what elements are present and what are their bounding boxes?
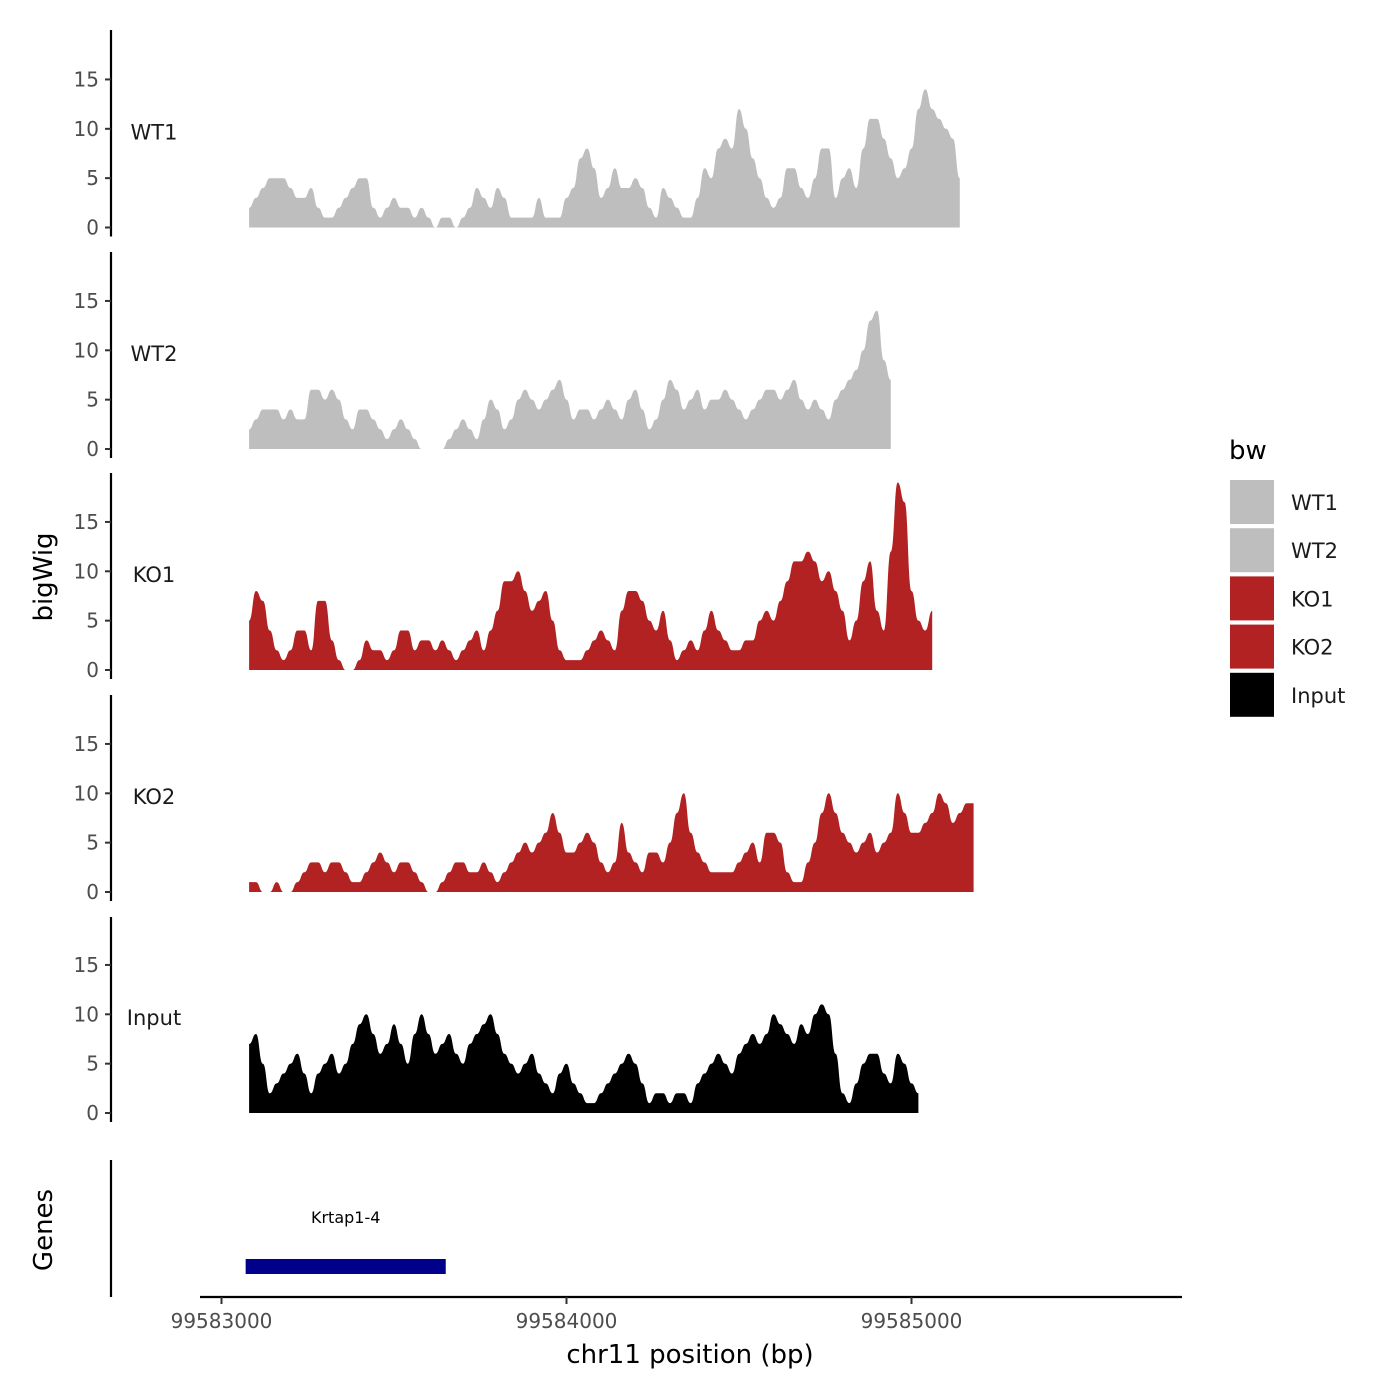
y-tick-label: 0 xyxy=(86,658,99,682)
legend-label: WT2 xyxy=(1291,539,1338,563)
y-tick-label: 5 xyxy=(86,166,99,190)
legend-item-input: Input xyxy=(1230,672,1345,717)
track-wt2: 0 5 10 15 WT2 xyxy=(74,252,891,461)
x-axis: 99583000 99584000 99585000 xyxy=(171,1295,1182,1333)
coverage-area-wt1 xyxy=(249,89,960,228)
genes-track-title: Genes xyxy=(29,1189,59,1271)
y-tick-label: 5 xyxy=(86,831,99,855)
y-tick-label: 15 xyxy=(74,510,99,534)
track-label-wt1: WT1 xyxy=(131,121,178,145)
legend-swatch xyxy=(1230,672,1274,717)
legend: bw WT1 WT2 KO1 KO2 Input xyxy=(1229,436,1345,717)
coverage-area-ko1 xyxy=(249,482,933,670)
gene-name-label: Krtap1-4 xyxy=(311,1208,380,1227)
gene-track: Krtap1-4 xyxy=(109,1160,446,1297)
legend-item-wt2: WT2 xyxy=(1230,528,1338,573)
legend-item-wt1: WT1 xyxy=(1230,480,1338,524)
track-input: 0 5 10 15 Input xyxy=(74,917,919,1125)
legend-item-ko2: KO2 xyxy=(1230,624,1334,669)
y-tick-label: 0 xyxy=(86,880,99,904)
track-label-input: Input xyxy=(127,1006,181,1030)
y-tick-label: 10 xyxy=(74,117,99,141)
coverage-area-wt2 xyxy=(249,310,891,449)
y-tick-label: 10 xyxy=(74,559,99,583)
legend-swatch xyxy=(1230,528,1274,573)
x-tick-label: 99584000 xyxy=(516,1309,618,1333)
legend-label: KO2 xyxy=(1291,636,1334,660)
legend-title: bw xyxy=(1229,436,1267,466)
coverage-area-input xyxy=(249,1004,919,1113)
track-label-ko1: KO1 xyxy=(133,563,176,587)
y-tick-label: 15 xyxy=(74,67,99,91)
legend-label: WT1 xyxy=(1291,491,1338,515)
y-tick-label: 10 xyxy=(74,338,99,362)
gene-body xyxy=(245,1259,446,1274)
y-tick-label: 5 xyxy=(86,388,99,412)
y-tick-label: 15 xyxy=(74,289,99,313)
track-label-wt2: WT2 xyxy=(131,342,178,366)
legend-swatch xyxy=(1230,624,1274,669)
x-tick-label: 99583000 xyxy=(171,1309,273,1333)
legend-label: KO1 xyxy=(1291,587,1334,611)
y-tick-label: 0 xyxy=(86,437,99,461)
y-tick-label: 5 xyxy=(86,1052,99,1076)
x-axis-title: chr11 position (bp) xyxy=(566,1340,813,1370)
legend-item-ko1: KO1 xyxy=(1230,576,1334,621)
y-tick-label: 0 xyxy=(86,1101,99,1125)
legend-label: Input xyxy=(1291,684,1345,708)
coverage-area-ko2 xyxy=(249,793,974,892)
y-tick-label: 10 xyxy=(74,1002,99,1026)
y-tick-label: 10 xyxy=(74,781,99,805)
y-tick-label: 5 xyxy=(86,609,99,633)
y-tick-label: 0 xyxy=(86,216,99,240)
track-ko2: 0 5 10 15 KO2 xyxy=(74,695,974,904)
coverage-tracks: 0 5 10 15 WT1 0 5 10 15 WT2 0 5 10 15 KO1 0 5 10 15 KO2 0 5 10… xyxy=(74,30,974,1125)
y-tick-label: 15 xyxy=(74,953,99,977)
y-axis-title: bigWig xyxy=(29,532,59,621)
track-label-ko2: KO2 xyxy=(133,785,176,809)
legend-swatch xyxy=(1230,480,1274,524)
track-wt1: 0 5 10 15 WT1 xyxy=(74,30,960,240)
track-ko1: 0 5 10 15 KO1 xyxy=(74,473,933,682)
x-tick-label: 99585000 xyxy=(861,1309,963,1333)
legend-swatch xyxy=(1230,576,1274,621)
y-tick-label: 15 xyxy=(74,732,99,756)
